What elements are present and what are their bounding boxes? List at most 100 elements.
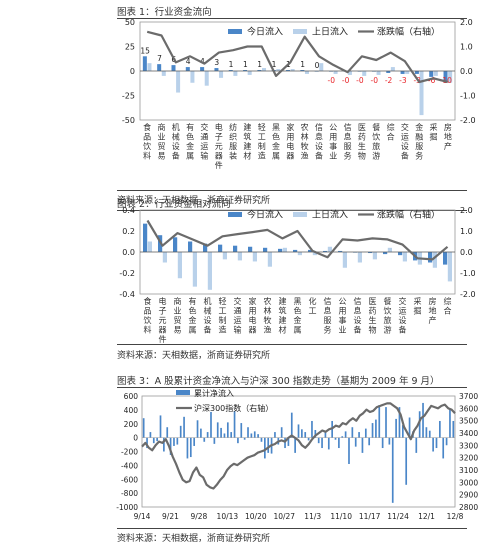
bar-today — [429, 71, 434, 77]
svg-text:产: 产 — [429, 315, 437, 325]
y-left-tick-label: 0.4 — [122, 206, 135, 215]
svg-text:备: 备 — [315, 151, 323, 161]
bar-today — [400, 71, 405, 74]
bar-yesterday — [177, 252, 182, 279]
y-left-tick-label: -25 — [122, 92, 135, 101]
svg-text:物: 物 — [358, 151, 366, 161]
svg-text:子: 子 — [159, 307, 167, 316]
svg-text:综: 综 — [444, 296, 452, 306]
bar-today — [173, 237, 178, 252]
svg-text:游: 游 — [384, 325, 392, 335]
svg-text:材: 材 — [279, 325, 287, 335]
svg-text:化: 化 — [309, 296, 317, 306]
y-right-tick-label: 3000 — [459, 478, 478, 487]
legend-swatch-0 — [228, 29, 242, 34]
bar-cumulative — [237, 437, 239, 444]
bar-today — [278, 248, 283, 252]
bar-yesterday — [447, 252, 452, 282]
svg-text:药: 药 — [358, 132, 366, 142]
svg-text:设: 设 — [401, 141, 409, 151]
bar-today — [157, 64, 162, 71]
y-right-tick-label: 3600 — [459, 404, 478, 413]
svg-text:息: 息 — [354, 306, 362, 316]
svg-text:食: 食 — [144, 296, 152, 306]
svg-text:农: 农 — [301, 122, 309, 132]
svg-text:品: 品 — [143, 133, 151, 142]
bar-yesterday — [233, 71, 238, 76]
svg-text:房: 房 — [429, 296, 437, 306]
bar-cumulative — [213, 437, 216, 444]
svg-text:公: 公 — [329, 123, 337, 132]
bar-yesterday — [390, 67, 395, 71]
y-right-tick-label: -2.0 — [460, 116, 476, 125]
chart3-source: 资料来源：天相数据，浙商证券研究所 — [117, 534, 271, 544]
svg-text:饮: 饮 — [143, 141, 151, 151]
bar-today — [143, 223, 148, 252]
svg-text:品: 品 — [144, 307, 152, 316]
svg-text:器: 器 — [249, 326, 257, 335]
svg-text:通: 通 — [200, 132, 208, 142]
bar-cumulative — [233, 411, 236, 438]
svg-text:服: 服 — [324, 316, 332, 325]
svg-text:用: 用 — [329, 133, 337, 142]
bar-cumulative — [378, 405, 381, 438]
bar-cumulative — [274, 432, 276, 438]
category-label: 采掘 — [414, 296, 422, 316]
svg-text:黑: 黑 — [294, 297, 302, 306]
bar-today — [171, 65, 176, 71]
svg-text:易: 易 — [157, 152, 165, 161]
bar-cumulative — [243, 437, 246, 440]
svg-text:餐: 餐 — [372, 123, 380, 132]
bar-cumulative — [391, 437, 394, 503]
chart1-source: 资料来源：天相数据，浙商证券研究所 — [117, 196, 271, 206]
svg-text:息: 息 — [344, 132, 352, 142]
svg-text:机: 机 — [204, 296, 212, 306]
bar-yesterday — [247, 71, 252, 75]
bar-yesterday — [387, 247, 392, 252]
svg-text:筑: 筑 — [279, 306, 287, 316]
svg-text:业: 业 — [339, 325, 347, 335]
bar-cumulative — [371, 423, 374, 438]
bar-yesterday — [327, 246, 332, 252]
y-left-tick-label: 0 — [133, 434, 138, 443]
legend-swatch-1 — [293, 29, 307, 34]
svg-text:游: 游 — [372, 151, 380, 161]
x-tick-label: 12/8 — [447, 512, 464, 521]
bar-yesterday — [319, 63, 324, 71]
legend-label-1: 上日流入 — [312, 209, 348, 221]
category-label: 采掘 — [430, 122, 438, 142]
svg-text:属: 属 — [189, 326, 197, 335]
svg-text:采: 采 — [414, 296, 422, 306]
y-left-tick-label: -0.2 — [119, 269, 135, 278]
svg-text:金: 金 — [415, 122, 423, 132]
svg-text:综: 综 — [387, 122, 395, 132]
svg-text:色: 色 — [294, 306, 302, 316]
bar-yesterday — [362, 71, 367, 76]
legend-swatch-0 — [228, 212, 242, 217]
bar-today — [443, 252, 448, 265]
category-label: 化工 — [309, 296, 317, 316]
bar-cumulative — [418, 411, 421, 438]
y-right-tick-label: 3200 — [459, 454, 478, 463]
svg-text:备: 备 — [354, 325, 362, 335]
bar-cumulative — [428, 430, 431, 438]
chart2-title-visible: 图表 2：行业资金相对流向 — [117, 199, 231, 210]
data-label: 1 — [257, 60, 262, 69]
bar-cumulative — [364, 428, 367, 438]
svg-text:用: 用 — [339, 307, 347, 316]
svg-text:信: 信 — [324, 296, 332, 306]
svg-text:地: 地 — [429, 306, 437, 316]
svg-text:运: 运 — [200, 142, 208, 151]
svg-text:造: 造 — [258, 151, 266, 161]
svg-text:交: 交 — [401, 122, 409, 132]
bar-cumulative — [152, 437, 155, 444]
bar-yesterday — [204, 71, 209, 86]
svg-text:旅: 旅 — [384, 315, 392, 325]
